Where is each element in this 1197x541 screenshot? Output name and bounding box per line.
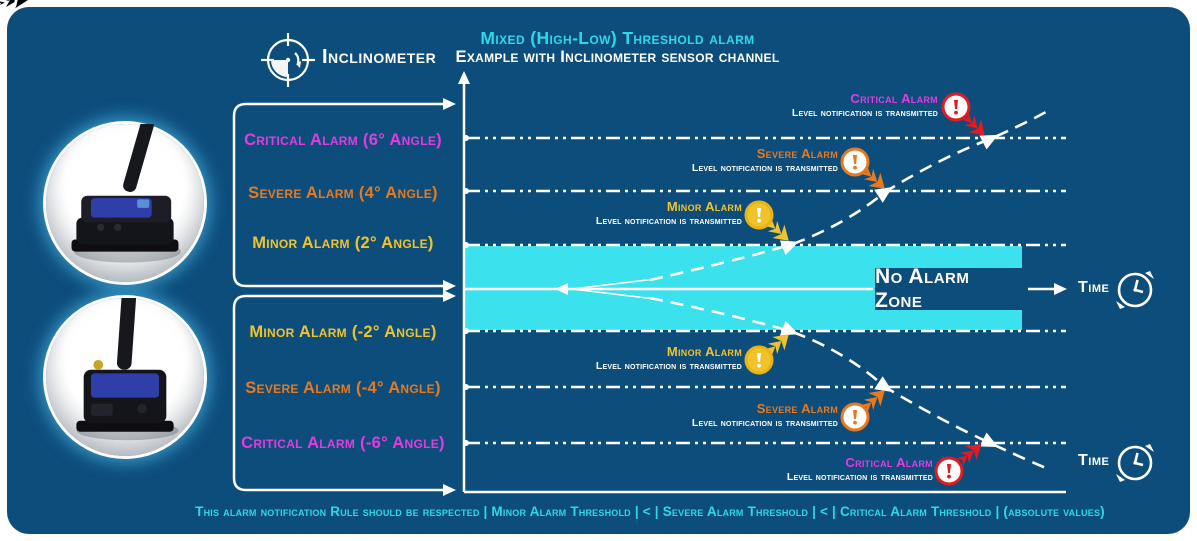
no-alarm-zone-label: No Alarm Zone — [875, 265, 1023, 312]
device-illustration-upright — [76, 287, 179, 441]
threshold-label-minor-low: Minor Alarm (-2° Angle) — [249, 323, 437, 341]
time-label-bottom: Time — [1078, 452, 1110, 469]
threshold-label-critical-low: Critical Alarm (-6° Angle) — [241, 434, 445, 452]
notification-title: Minor Alarm — [666, 199, 742, 214]
threshold-label-severe-high: Severe Alarm (4° Angle) — [248, 184, 438, 202]
threshold-label-minor-high: Minor Alarm (2° Angle) — [252, 234, 434, 252]
alarm-rule-footnote: This alarm notification Rule should be r… — [195, 504, 1105, 519]
threshold-label-severe-low: Severe Alarm (-4° Angle) — [245, 379, 441, 397]
notification-subtitle: Level notification is transmitted — [691, 161, 838, 174]
notification-subtitle: Level notification is transmitted — [595, 359, 742, 372]
notification-title: Critical Alarm — [850, 91, 938, 106]
brand-label: Inclinometer — [322, 46, 437, 68]
notification-subtitle: Level notification is transmitted — [691, 416, 838, 429]
notification-title: Minor Alarm — [666, 344, 742, 359]
notification-title: Severe Alarm — [756, 401, 838, 416]
notification-critical-high: Critical Alarm Level notification is tra… — [791, 91, 938, 119]
notification-critical-low: Critical Alarm Level notification is tra… — [786, 455, 933, 483]
page-subtitle: Example with Inclinometer sensor channel — [455, 48, 780, 67]
threshold-label-critical-high: Critical Alarm (6° Angle) — [244, 131, 442, 149]
notification-minor-low: Minor Alarm Level notification is transm… — [595, 344, 742, 372]
device-illustration-tilted — [71, 118, 181, 263]
notification-subtitle: Level notification is transmitted — [791, 106, 938, 119]
notification-subtitle: Level notification is transmitted — [595, 214, 742, 227]
inclinometer-device-photo-tilted — [46, 118, 204, 282]
inclinometer-device-photo-upright — [46, 287, 204, 456]
title-block: Mixed (High-Low) Threshold alarm Example… — [440, 28, 795, 67]
notification-title: Severe Alarm — [756, 146, 838, 161]
notification-severe-high: Severe Alarm Level notification is trans… — [691, 146, 838, 174]
notification-title: Critical Alarm — [845, 455, 933, 470]
notification-severe-low: Severe Alarm Level notification is trans… — [691, 401, 838, 429]
page-title: Mixed (High-Low) Threshold alarm — [480, 28, 755, 48]
notification-minor-high: Minor Alarm Level notification is transm… — [595, 199, 742, 227]
notification-subtitle: Level notification is transmitted — [786, 470, 933, 483]
time-label-top: Time — [1078, 279, 1110, 296]
